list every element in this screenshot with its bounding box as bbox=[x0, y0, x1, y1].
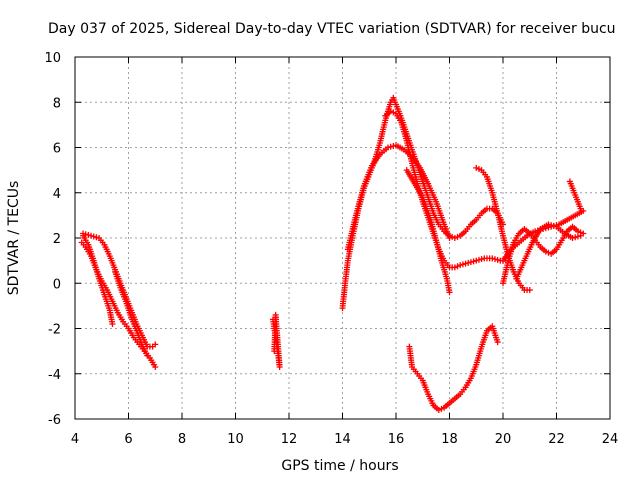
series-track-e bbox=[269, 311, 283, 370]
data-point bbox=[457, 262, 464, 269]
data-point bbox=[577, 232, 584, 239]
data-point bbox=[90, 233, 97, 240]
data-point bbox=[446, 235, 453, 241]
y-tick-label: -4 bbox=[48, 368, 61, 383]
data-point bbox=[478, 256, 485, 263]
x-tick-label: 10 bbox=[227, 432, 244, 447]
data-point bbox=[446, 289, 453, 296]
data-point bbox=[454, 233, 461, 240]
data-point bbox=[475, 256, 482, 263]
data-point bbox=[473, 164, 480, 171]
x-tick-label: 20 bbox=[495, 432, 512, 447]
data-point bbox=[470, 258, 477, 265]
y-axis-label: SDTVAR / TECUs bbox=[6, 181, 22, 296]
data-point bbox=[494, 256, 501, 263]
data-point bbox=[85, 231, 92, 238]
y-tick-label: -2 bbox=[48, 323, 61, 338]
y-tick-label: 2 bbox=[53, 232, 61, 247]
data-point bbox=[435, 406, 442, 413]
data-point bbox=[465, 259, 472, 266]
x-tick-label: 24 bbox=[602, 432, 619, 447]
data-point bbox=[88, 232, 95, 239]
x-tick-label: 14 bbox=[334, 432, 351, 447]
y-tick-label: 0 bbox=[53, 277, 61, 292]
series-track-i bbox=[403, 167, 453, 296]
data-point bbox=[459, 261, 466, 268]
x-tick-label: 18 bbox=[441, 432, 458, 447]
data-point bbox=[449, 233, 456, 240]
data-point bbox=[572, 234, 579, 241]
x-tick-label: 6 bbox=[124, 432, 132, 447]
data-point bbox=[451, 235, 458, 241]
series-track-m bbox=[500, 207, 587, 264]
data-point bbox=[577, 205, 584, 212]
data-point bbox=[548, 222, 555, 229]
data-point bbox=[494, 339, 501, 346]
y-tick-label: 8 bbox=[53, 96, 61, 111]
y-tick-label: -6 bbox=[48, 413, 61, 428]
data-point bbox=[574, 233, 581, 240]
series-track-g bbox=[344, 142, 453, 253]
data-point bbox=[454, 263, 461, 270]
data-point bbox=[152, 363, 159, 370]
data-point bbox=[93, 234, 100, 241]
data-point bbox=[475, 165, 482, 172]
series-track-n bbox=[513, 221, 584, 282]
series-track-h bbox=[382, 108, 509, 271]
series-track-o bbox=[566, 178, 584, 212]
data-point bbox=[467, 259, 474, 266]
x-tick-label: 22 bbox=[548, 432, 565, 447]
y-tick-label: 10 bbox=[44, 51, 61, 66]
series-track-j bbox=[406, 323, 501, 413]
data-point bbox=[542, 248, 549, 255]
series-track-b bbox=[80, 232, 116, 327]
y-tick-label: 4 bbox=[53, 187, 61, 202]
data-point bbox=[109, 320, 116, 327]
data-point bbox=[271, 348, 278, 355]
data-point bbox=[387, 108, 394, 115]
data-point bbox=[390, 109, 397, 116]
data-point bbox=[387, 143, 394, 150]
data-point bbox=[384, 144, 391, 151]
x-axis-label: GPS time / hours bbox=[281, 458, 398, 474]
data-point bbox=[526, 287, 533, 294]
data-points bbox=[78, 94, 587, 413]
x-tick-label: 8 bbox=[178, 432, 186, 447]
series-track-d bbox=[112, 268, 151, 359]
data-point bbox=[473, 257, 480, 264]
data-point bbox=[438, 405, 445, 412]
x-tick-label: 12 bbox=[281, 432, 298, 447]
data-point bbox=[489, 255, 496, 262]
y-tick-label: 6 bbox=[53, 142, 61, 157]
data-point bbox=[545, 221, 552, 228]
x-tick-label: 16 bbox=[388, 432, 405, 447]
y-tick-labels: -6 -4 -2 0 2 4 6 8 10 bbox=[44, 51, 61, 428]
x-tick-label: 4 bbox=[71, 432, 79, 447]
data-point bbox=[82, 231, 89, 238]
data-point bbox=[491, 256, 498, 263]
data-point bbox=[152, 341, 159, 348]
data-point bbox=[144, 352, 151, 359]
data-point bbox=[451, 264, 458, 271]
x-tick-labels: 4 6 8 10 12 14 16 18 20 22 24 bbox=[71, 432, 618, 447]
axis-ticks bbox=[74, 56, 611, 420]
data-point bbox=[80, 230, 87, 237]
data-point bbox=[574, 228, 581, 235]
data-point bbox=[569, 235, 576, 241]
data-point bbox=[462, 260, 469, 267]
chart-title: Day 037 of 2025, Sidereal Day-to-day VTE… bbox=[48, 21, 616, 37]
data-point bbox=[550, 222, 557, 229]
